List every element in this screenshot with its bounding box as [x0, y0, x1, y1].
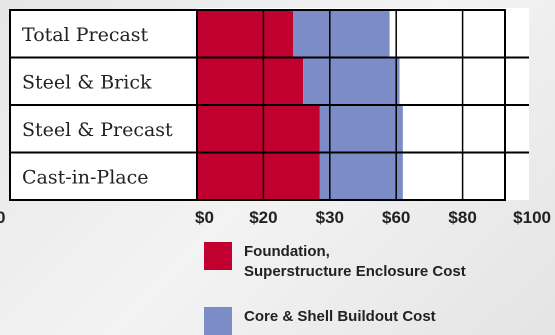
bar-group — [196, 9, 506, 201]
bar-core-shell-3 — [319, 105, 403, 153]
bar-core-shell-1 — [293, 10, 390, 58]
bar-core-shell-4 — [319, 152, 403, 200]
bar-foundation-4 — [197, 152, 320, 200]
x-tick-label: $30 — [316, 208, 344, 227]
x-tick-label: $0 — [195, 208, 214, 227]
legend-label: Core & Shell Buildout Cost — [244, 308, 436, 325]
legend-label: Superstructure Enclosure Cost — [244, 263, 466, 280]
legend-swatch — [204, 307, 232, 335]
category-label: Steel & Brick — [22, 71, 152, 93]
category-label: Steel & Precast — [22, 119, 173, 141]
x-tick-label: $20 — [249, 208, 277, 227]
category-label: Total Precast — [22, 24, 149, 46]
x-tick-label-left: 0 — [0, 208, 5, 227]
category-labels: Total Precast Steel & Brick Steel & Precas… — [10, 24, 529, 188]
x-tick-labels: $0 $20 $30 $60 $80 $100 0 — [0, 208, 551, 227]
x-tick-label: $100 — [513, 208, 551, 227]
x-tick-label: $80 — [448, 208, 476, 227]
category-label: Cast-in-Place — [22, 166, 148, 188]
legend-swatch — [204, 242, 232, 270]
x-tick-label: $60 — [382, 208, 410, 227]
bar-core-shell-2 — [303, 57, 400, 105]
bar-foundation-1 — [197, 10, 294, 58]
bar-foundation-2 — [197, 57, 304, 105]
legend-label: Foundation, — [244, 243, 330, 260]
legend: Foundation, Superstructure Enclosure Cost… — [204, 242, 466, 335]
bar-foundation-3 — [197, 105, 320, 153]
